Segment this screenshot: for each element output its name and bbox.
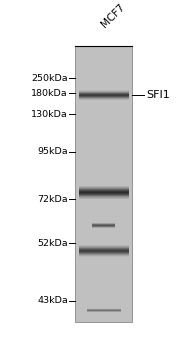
Text: 72kDa: 72kDa [37, 195, 68, 203]
Text: MCF7: MCF7 [99, 2, 127, 29]
Text: 52kDa: 52kDa [37, 239, 68, 248]
Text: 250kDa: 250kDa [31, 74, 68, 83]
Bar [75, 46, 132, 322]
Text: 180kDa: 180kDa [31, 89, 68, 98]
Text: 43kDa: 43kDa [37, 296, 68, 306]
Text: 95kDa: 95kDa [37, 147, 68, 156]
Text: SFI1: SFI1 [146, 90, 170, 100]
Text: 130kDa: 130kDa [31, 110, 68, 119]
